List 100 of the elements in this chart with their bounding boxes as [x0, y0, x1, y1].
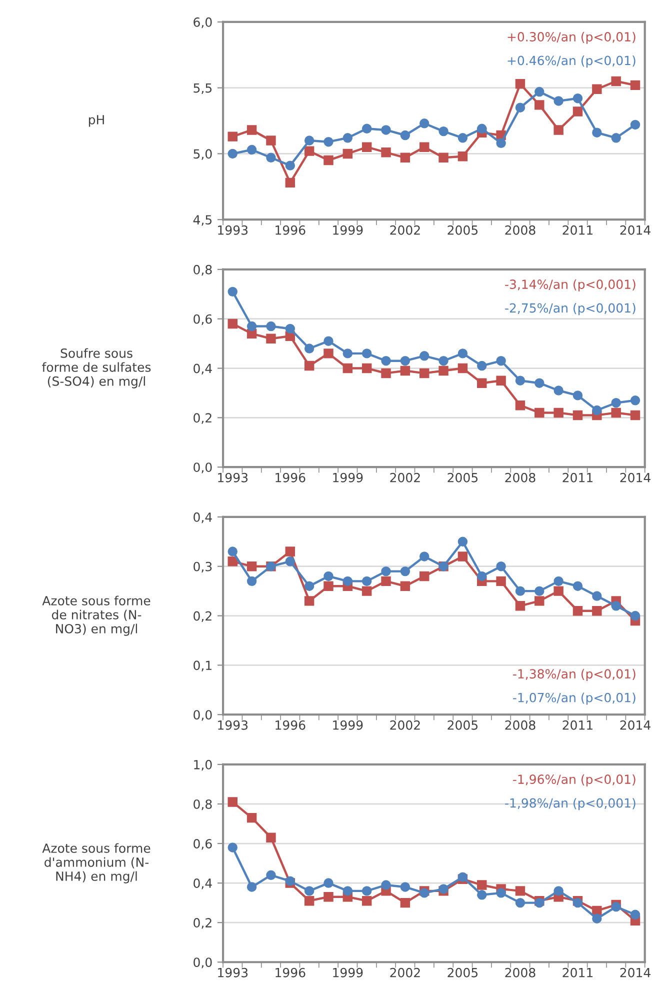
y-tick-label: 0,2	[194, 611, 212, 622]
y-tick-label: 5,0	[194, 149, 212, 160]
point	[572, 410, 583, 420]
x-tick-label: 2008	[505, 225, 536, 235]
point	[572, 606, 583, 616]
point	[266, 152, 276, 163]
point	[515, 376, 526, 386]
point	[246, 812, 257, 823]
point	[438, 126, 448, 136]
y-axis-title: Azote sous forme de nitrates (N- NO3) en mg/l	[42, 596, 150, 636]
point	[324, 336, 334, 346]
y-tick-label: 0,8	[194, 799, 212, 810]
x-tick-label: 1999	[333, 968, 363, 978]
point	[611, 76, 621, 86]
point	[362, 586, 372, 596]
x-tick-label: 2005	[448, 472, 478, 482]
point	[419, 552, 430, 562]
x-tick-label: 2008	[505, 720, 536, 730]
point	[611, 398, 621, 408]
point	[324, 348, 334, 358]
point	[438, 356, 448, 366]
x-tick-label: 1993	[218, 472, 248, 482]
point	[572, 581, 583, 591]
point	[458, 552, 468, 562]
point	[630, 910, 640, 920]
x-tick-label: 2011	[562, 225, 592, 235]
point	[477, 124, 487, 134]
y-axis-title: Azote sous forme d'ammonium (N- NH4) en mg/l	[42, 843, 150, 884]
point	[592, 606, 602, 616]
point	[419, 368, 430, 378]
x-tick-label: 2014	[620, 472, 650, 482]
point	[534, 586, 544, 596]
point	[630, 610, 640, 621]
point	[419, 571, 430, 582]
point	[246, 561, 257, 572]
point	[515, 79, 526, 89]
annotation: -1,38%/an (p<0,01)	[513, 668, 636, 681]
y-tick-label: 0,4	[194, 364, 212, 374]
point	[400, 882, 410, 892]
x-tick-label: 1999	[333, 472, 363, 482]
point	[515, 886, 526, 896]
point	[592, 591, 602, 601]
point	[266, 321, 276, 332]
y-tick-label: 0,6	[194, 838, 212, 850]
annotation: +0.30%/an (p<0,01)	[508, 32, 636, 44]
point	[592, 914, 602, 924]
point	[228, 842, 238, 852]
point	[630, 120, 640, 130]
point	[266, 832, 276, 842]
point	[228, 148, 238, 159]
point	[554, 386, 564, 396]
point	[381, 356, 391, 366]
point	[477, 360, 487, 371]
point	[228, 318, 238, 329]
point	[496, 356, 506, 366]
point	[496, 888, 506, 898]
y-axis-title: pH	[88, 115, 104, 127]
x-tick-label: 1993	[218, 720, 248, 730]
point	[630, 80, 640, 90]
x-tick-label: 2002	[390, 472, 420, 482]
annotation: -1,07%/an (p<0,01)	[513, 692, 636, 705]
y-tick-label: 0,4	[194, 878, 212, 890]
point	[342, 886, 353, 896]
point	[554, 96, 564, 106]
point	[400, 566, 410, 576]
x-tick-label: 2014	[620, 720, 650, 730]
point	[458, 536, 468, 547]
point	[534, 408, 544, 418]
point	[611, 408, 621, 418]
point	[304, 581, 314, 591]
point	[285, 178, 296, 188]
point	[458, 348, 468, 358]
point	[285, 546, 296, 556]
x-tick-label: 2005	[448, 968, 478, 978]
point	[400, 356, 410, 366]
point	[304, 344, 314, 354]
point	[285, 556, 296, 566]
y-tick-label: 0,8	[194, 264, 212, 276]
point	[304, 146, 314, 156]
point	[419, 351, 430, 361]
point	[228, 132, 238, 142]
annotation: -3,14%/an (p<0,001)	[505, 279, 636, 292]
point	[611, 601, 621, 611]
annotation: -1,98%/an (p<0,001)	[505, 798, 636, 810]
point	[554, 408, 564, 418]
point	[592, 84, 602, 94]
x-tick-label: 2008	[505, 968, 536, 978]
x-tick-label: 2011	[562, 720, 592, 730]
point	[438, 152, 448, 163]
y-tick-label: 4,5	[193, 215, 212, 226]
point	[419, 118, 430, 128]
point	[477, 890, 487, 900]
point	[324, 571, 334, 582]
point	[342, 133, 353, 143]
point	[342, 148, 353, 159]
point	[381, 148, 391, 158]
y-tick-label: 6,0	[194, 17, 212, 28]
point	[400, 366, 410, 376]
point	[381, 125, 391, 135]
point	[630, 410, 640, 420]
